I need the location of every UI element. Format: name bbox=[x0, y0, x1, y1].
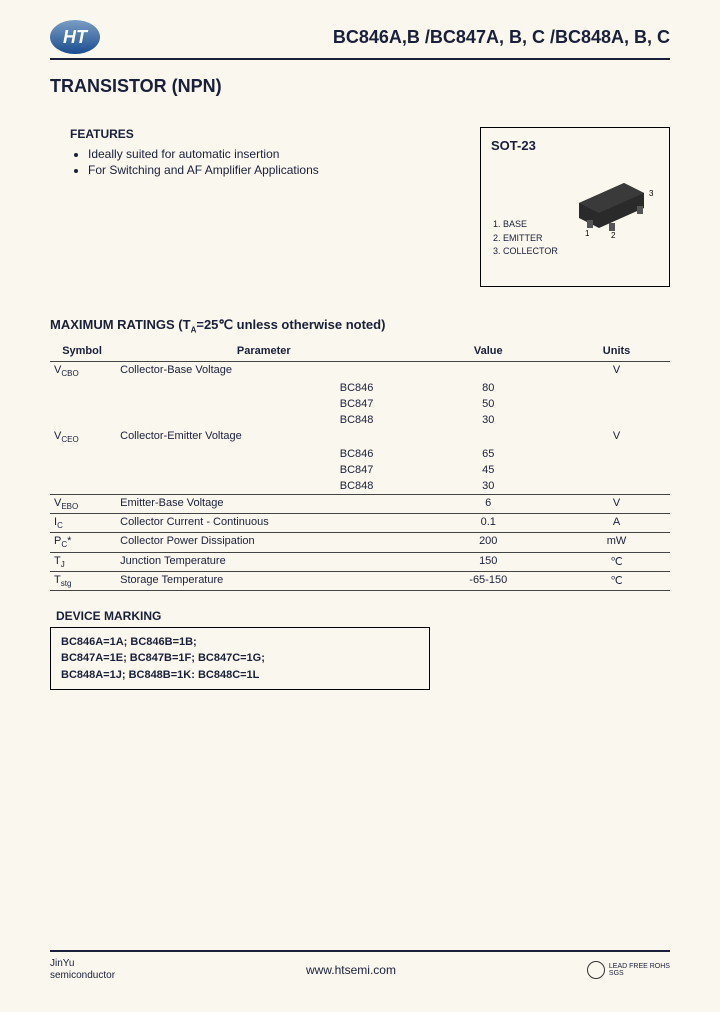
table-row: BC84830 bbox=[50, 412, 670, 428]
table-row: BC84680 bbox=[50, 380, 670, 396]
col-symbol: Symbol bbox=[50, 341, 114, 362]
main-title: TRANSISTOR (NPN) bbox=[50, 76, 670, 97]
ratings-table: Symbol Parameter Value Units VCBOCollect… bbox=[50, 341, 670, 591]
header: HT BC846A,B /BC847A, B, C /BC848A, B, C bbox=[50, 20, 670, 54]
package-box: SOT-23 1 2 3 1. BASE 2. EMITTER 3. COLLE… bbox=[480, 127, 670, 287]
footer-url: www.htsemi.com bbox=[306, 963, 396, 977]
pin-label: 2. EMITTER bbox=[493, 232, 558, 246]
svg-text:1: 1 bbox=[585, 229, 590, 238]
pin-label: 1. BASE bbox=[493, 218, 558, 232]
features-heading: FEATURES bbox=[70, 127, 319, 141]
footer-badges: LEAD FREE ROHS SGS bbox=[587, 961, 670, 979]
table-row: VEBOEmitter-Base Voltage6V bbox=[50, 494, 670, 513]
sot23-icon: 1 2 3 bbox=[559, 168, 659, 238]
table-row: TJJunction Temperature150℃ bbox=[50, 552, 670, 571]
table-row: BC84745 bbox=[50, 462, 670, 478]
header-rule bbox=[50, 58, 670, 60]
svg-text:3: 3 bbox=[649, 189, 654, 198]
marking-line: BC848A=1J; BC848B=1K: BC848C=1L bbox=[61, 667, 419, 684]
table-row: VCEOCollector-Emitter VoltageV bbox=[50, 428, 670, 446]
table-row: BC84750 bbox=[50, 396, 670, 412]
pin-list: 1. BASE 2. EMITTER 3. COLLECTOR bbox=[493, 218, 558, 259]
footer-rule bbox=[50, 950, 670, 952]
table-row: ICCollector Current - Continuous0.1A bbox=[50, 514, 670, 533]
features-block: FEATURES Ideally suited for automatic in… bbox=[50, 127, 319, 179]
table-row: TstgStorage Temperature-65-150℃ bbox=[50, 571, 670, 590]
part-number-title: BC846A,B /BC847A, B, C /BC848A, B, C bbox=[333, 27, 670, 48]
logo: HT bbox=[50, 20, 100, 54]
marking-box: BC846A=1A; BC846B=1B; BC847A=1E; BC847B=… bbox=[50, 627, 430, 691]
footer-company: JinYu semiconductor bbox=[50, 958, 115, 982]
table-header-row: Symbol Parameter Value Units bbox=[50, 341, 670, 362]
rohs-icon bbox=[587, 961, 605, 979]
marking-line: BC846A=1A; BC846B=1B; bbox=[61, 634, 419, 651]
package-name: SOT-23 bbox=[491, 138, 659, 153]
table-row: BC84665 bbox=[50, 446, 670, 462]
col-value: Value bbox=[413, 341, 563, 362]
features-list: Ideally suited for automatic insertion F… bbox=[70, 147, 319, 177]
svg-text:2: 2 bbox=[611, 231, 616, 238]
feature-item: Ideally suited for automatic insertion bbox=[88, 147, 319, 161]
marking-line: BC847A=1E; BC847B=1F; BC847C=1G; bbox=[61, 650, 419, 667]
table-row: PC*Collector Power Dissipation200mW bbox=[50, 533, 670, 552]
marking-heading: DEVICE MARKING bbox=[50, 609, 670, 623]
table-row: VCBOCollector-Base VoltageV bbox=[50, 361, 670, 380]
col-parameter: Parameter bbox=[114, 341, 413, 362]
col-units: Units bbox=[563, 341, 670, 362]
table-row: BC84830 bbox=[50, 478, 670, 495]
pin-label: 3. COLLECTOR bbox=[493, 245, 558, 259]
ratings-heading: MAXIMUM RATINGS (TA=25℃ unless otherwise… bbox=[50, 317, 670, 335]
footer: JinYu semiconductor www.htsemi.com LEAD … bbox=[50, 950, 670, 982]
feature-item: For Switching and AF Amplifier Applicati… bbox=[88, 163, 319, 177]
